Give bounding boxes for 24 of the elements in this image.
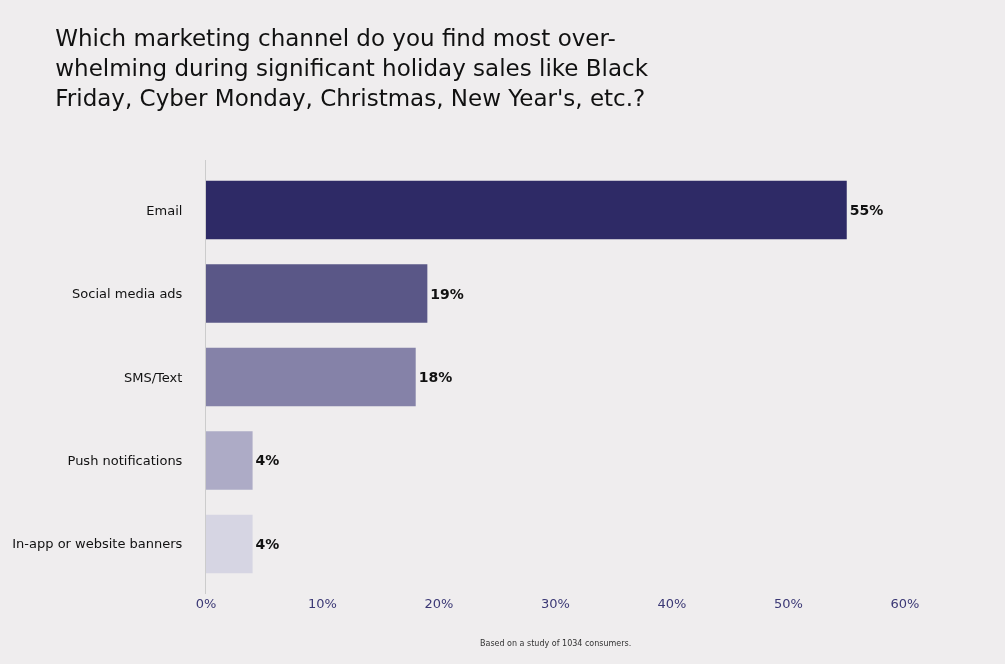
- y-tick-label: SMS/Text: [123, 369, 183, 385]
- data-label: 55%: [849, 202, 884, 219]
- x-tick-label: 10%: [308, 596, 337, 611]
- x-tick-label: 40%: [657, 596, 687, 611]
- data-label: 19%: [430, 285, 464, 302]
- bar: [206, 514, 253, 574]
- x-tick-label: 30%: [541, 596, 570, 611]
- bar: [206, 431, 253, 490]
- y-tick-label: Push notifications: [67, 453, 183, 469]
- data-label: 4%: [255, 452, 280, 469]
- bar: [206, 264, 428, 323]
- chart-title: Which marketing channel do you find most over- whelming during significant holiday sales like Black Friday, Cyber Monday, Christmas, New Year's, etc.?: [55, 25, 649, 112]
- x-tick-label: 0%: [195, 596, 217, 611]
- bar: [206, 180, 847, 240]
- y-tick-label: Email: [146, 202, 183, 218]
- data-label: 18%: [418, 369, 453, 385]
- bar: [206, 347, 416, 407]
- y-tick-label: In-app or website banners: [12, 536, 183, 552]
- x-tick-label: 20%: [424, 596, 454, 611]
- data-label: 4%: [255, 535, 280, 552]
- x-tick-label: 50%: [774, 596, 803, 611]
- y-tick-label: Social media ads: [72, 286, 183, 302]
- x-tick-label: 60%: [890, 596, 920, 611]
- text: Based on a study of 1034 consumers.: [480, 639, 632, 648]
